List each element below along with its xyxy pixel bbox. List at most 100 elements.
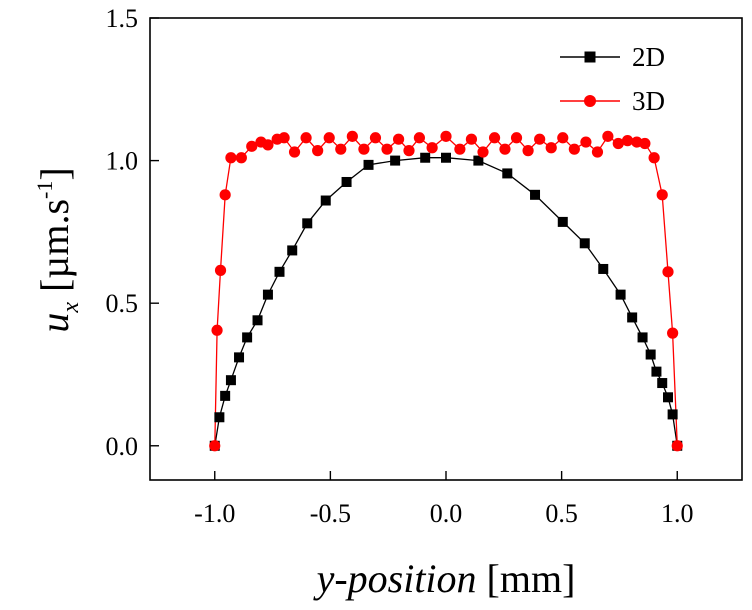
point-3d (534, 133, 546, 145)
point-3d (602, 130, 614, 142)
point-2d (390, 155, 401, 166)
y-tick-label: 1.0 (106, 147, 139, 176)
y-axis-title-sub: x (58, 302, 84, 314)
x-tick-label: 1.0 (661, 499, 694, 528)
point-3d (591, 146, 604, 158)
point-2d (473, 155, 484, 166)
point-3d (323, 132, 335, 144)
point-2d (645, 349, 656, 360)
point-3d (214, 264, 227, 276)
point-2d (287, 245, 298, 256)
point-2d (637, 332, 648, 343)
point-2d (663, 392, 673, 403)
axis-ticks (150, 17, 678, 480)
point-2d (420, 152, 431, 163)
point-3d (278, 132, 290, 144)
point-3d (639, 137, 651, 150)
point-3d (211, 324, 223, 336)
point-2d (598, 263, 609, 274)
x-tick-label: -1.0 (194, 499, 235, 528)
point-3d (667, 327, 679, 339)
point-3d (413, 132, 426, 144)
point-3d (335, 143, 347, 155)
point-3d (621, 135, 634, 147)
point-2d (252, 315, 263, 326)
point-2d (220, 390, 231, 401)
point-2d (530, 189, 541, 200)
point-3d (510, 132, 523, 144)
point-3d (403, 145, 415, 157)
point-2d (225, 375, 236, 386)
legend: 2D 3D (560, 42, 665, 116)
y-axis-title: ux [µm.s-1] (32, 167, 84, 332)
tick-labels: -1.0 -0.5 0.0 0.5 1.0 0.0 0.5 1.0 1.5 (106, 4, 694, 528)
point-3d (440, 130, 452, 142)
point-3d (648, 152, 660, 164)
point-3d (454, 143, 466, 155)
point-2d (579, 238, 590, 249)
point-2d (667, 409, 678, 420)
legend-2d-marker (584, 51, 596, 63)
point-3d (522, 145, 534, 157)
point-2d (615, 289, 626, 300)
point-3d (392, 133, 405, 145)
point-3d (358, 143, 370, 155)
point-3d (300, 132, 312, 144)
series-layer (209, 130, 683, 452)
point-3d (477, 146, 489, 158)
point-2d (627, 312, 638, 323)
point-3d (568, 143, 580, 155)
point-3d (262, 139, 274, 151)
legend-3d-label: 3D (632, 86, 665, 116)
x-axis-title-space (477, 556, 487, 601)
point-2d (302, 218, 313, 229)
point-3d (235, 152, 247, 164)
point-2d (651, 366, 662, 377)
y-axis-title-unit-end: ] (32, 167, 77, 180)
legend-3d-marker (584, 95, 596, 107)
series-line-2d (214, 157, 678, 446)
point-3d (499, 143, 511, 155)
svg-text:ux [µm.s-1]: ux [µm.s-1] (32, 167, 84, 332)
point-3d (312, 145, 324, 157)
point-3d (612, 137, 624, 150)
y-axis-title-var: u (32, 313, 77, 333)
x-axis-title-italic: y-position (313, 556, 477, 601)
x-tick-label: 0.0 (430, 499, 463, 528)
point-2d (262, 289, 273, 300)
x-axis-title: y-position [mm] (313, 556, 576, 601)
point-3d (381, 143, 393, 155)
x-tick-label: -0.5 (310, 499, 351, 528)
point-2d (214, 412, 225, 423)
y-tick-label: 0.0 (106, 432, 139, 461)
point-3d (545, 142, 557, 154)
legend-2d-label: 2D (632, 42, 665, 72)
series-line-3d (214, 135, 678, 446)
point-3d (671, 440, 683, 452)
y-tick-label: 1.5 (106, 4, 139, 33)
y-axis-title-unit-sup: -1 (32, 181, 57, 199)
point-2d (363, 159, 374, 170)
point-2d (441, 152, 451, 163)
y-axis-title-space (32, 292, 77, 302)
point-3d (488, 132, 501, 144)
point-2d (242, 332, 253, 343)
point-3d (465, 133, 478, 145)
point-2d (320, 195, 331, 206)
point-3d (580, 136, 592, 148)
y-tick-label: 0.5 (106, 289, 139, 318)
point-2d (557, 216, 568, 227)
point-3d (662, 266, 674, 278)
point-3d (288, 146, 301, 158)
point-2d (502, 168, 513, 179)
point-3d (426, 142, 438, 154)
point-2d (657, 378, 668, 389)
point-3d (557, 132, 569, 144)
point-2d (274, 266, 285, 277)
x-axis-title-unit: [mm] (487, 556, 576, 601)
point-3d (369, 132, 382, 144)
point-2d (234, 352, 245, 363)
point-3d (656, 189, 668, 201)
point-3d (219, 189, 231, 201)
